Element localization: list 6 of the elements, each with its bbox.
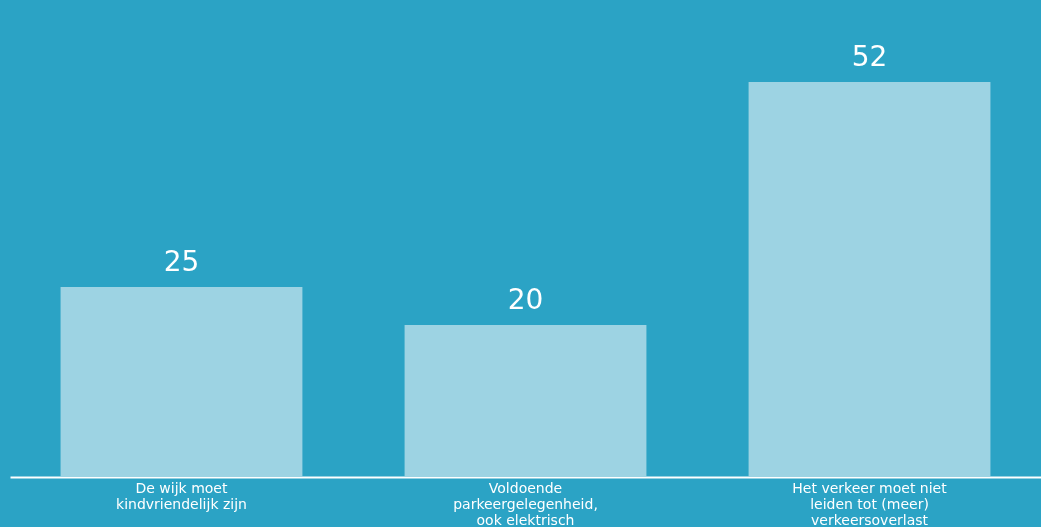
data-label: 20 [507, 283, 544, 317]
x-tick-label: Het verkeer moet niet leiden tot (meer) verkeersoverlast [792, 479, 948, 528]
data-label: 52 [851, 40, 888, 73]
data-label: 25 [163, 245, 200, 279]
x-tick-label: Voldoende parkeergelegenheid, ook elektrisch [453, 479, 598, 528]
x-tick-label: De wijk moet kindvriendelijk zijn [116, 479, 247, 512]
